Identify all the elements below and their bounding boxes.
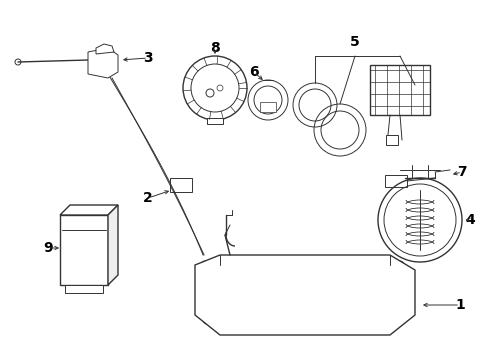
Bar: [170, 178, 192, 192]
Polygon shape: [96, 44, 114, 54]
Bar: [260, 102, 275, 112]
Text: 1: 1: [454, 298, 464, 312]
Text: 4: 4: [464, 213, 474, 227]
Text: 5: 5: [349, 35, 359, 49]
Bar: [369, 65, 429, 115]
Polygon shape: [195, 255, 414, 335]
Text: 7: 7: [456, 165, 466, 179]
Bar: [65, 285, 103, 293]
Polygon shape: [88, 48, 118, 78]
Text: 2: 2: [143, 191, 153, 205]
Text: 3: 3: [143, 51, 153, 65]
Text: 9: 9: [43, 241, 53, 255]
Polygon shape: [60, 205, 118, 215]
Polygon shape: [108, 205, 118, 285]
Text: 6: 6: [249, 65, 258, 79]
Bar: [206, 118, 223, 124]
Bar: [384, 175, 406, 187]
Bar: [60, 215, 108, 285]
Text: 8: 8: [210, 41, 220, 55]
Bar: [385, 135, 397, 145]
